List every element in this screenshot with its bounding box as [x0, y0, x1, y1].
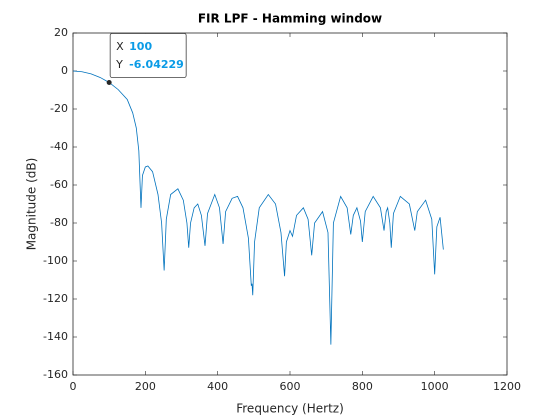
- y-tick-label: -40: [50, 140, 68, 153]
- y-tick-label: -60: [50, 178, 68, 191]
- x-tick-label: 600: [280, 380, 301, 393]
- chart-title: FIR LPF - Hamming window: [198, 12, 382, 26]
- y-tick-label: -100: [43, 254, 68, 267]
- y-tick-label: 0: [61, 64, 68, 77]
- x-tick-label: 200: [135, 380, 156, 393]
- y-tick-label: -140: [43, 330, 68, 343]
- x-tick-label: 1000: [421, 380, 449, 393]
- line-series: [72, 70, 444, 345]
- y-tick-label: -160: [43, 368, 68, 381]
- x-tick-label: 400: [207, 380, 228, 393]
- datatip-x-label: X: [116, 40, 124, 53]
- datatip-y-label: Y: [115, 58, 123, 71]
- y-tick-label: -20: [50, 102, 68, 115]
- y-tick-label: -120: [43, 292, 68, 305]
- x-tick-label: 1200: [493, 380, 521, 393]
- y-axis-label: Magnitude (dB): [25, 158, 39, 251]
- x-axis-label: Frequency (Hertz): [236, 402, 344, 416]
- datatip-y-value: -6.04229: [129, 58, 184, 71]
- datatip-x-value: 100: [129, 40, 152, 53]
- y-tick-label: -80: [50, 216, 68, 229]
- x-tick-label: 800: [352, 380, 373, 393]
- datatip-marker: [106, 79, 112, 85]
- x-tick-label: 0: [70, 380, 77, 393]
- y-tick-label: 20: [54, 26, 68, 39]
- plot-area: [72, 32, 508, 376]
- datatip-box: [109, 33, 187, 78]
